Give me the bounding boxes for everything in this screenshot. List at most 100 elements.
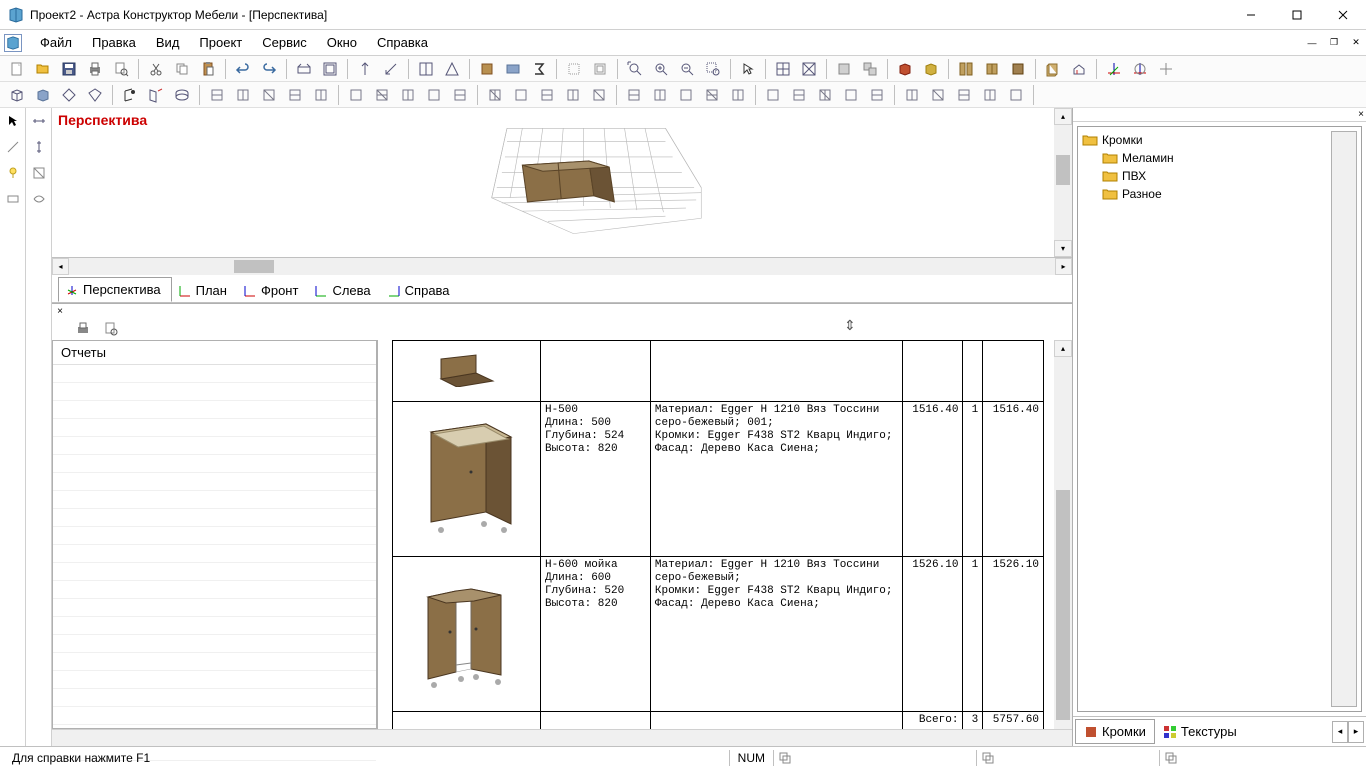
maximize-button[interactable]: [1274, 0, 1320, 30]
tool2-27[interactable]: [952, 84, 976, 106]
tab-plan[interactable]: План: [172, 279, 237, 302]
panel-close-button[interactable]: ×: [54, 306, 66, 317]
mdi-restore-button[interactable]: ❐: [1324, 34, 1344, 52]
tool-h1[interactable]: [954, 58, 978, 80]
scroll-up-button[interactable]: ▴: [1054, 108, 1072, 125]
menu-service[interactable]: Сервис: [252, 35, 317, 50]
tool2-10[interactable]: [483, 84, 507, 106]
tool-f2[interactable]: [797, 58, 821, 80]
close-button[interactable]: [1320, 0, 1366, 30]
tool-box1[interactable]: [893, 58, 917, 80]
scroll-right-button[interactable]: ▸: [1055, 258, 1072, 275]
tool-a2[interactable]: [318, 58, 342, 80]
tool-c1[interactable]: [414, 58, 438, 80]
edge-tool-button[interactable]: [170, 84, 194, 106]
tool-g1[interactable]: [832, 58, 856, 80]
tree-root[interactable]: Кромки: [1082, 131, 1327, 149]
print-button[interactable]: [83, 58, 107, 80]
tool2-17[interactable]: [674, 84, 698, 106]
right-panel-close[interactable]: ×: [1358, 109, 1364, 120]
minimize-button[interactable]: [1228, 0, 1274, 30]
tool-e2[interactable]: [588, 58, 612, 80]
preview-button[interactable]: [109, 58, 133, 80]
tool2-28[interactable]: [978, 84, 1002, 106]
copy-button[interactable]: [170, 58, 194, 80]
tool2-16[interactable]: [648, 84, 672, 106]
tool-axis3[interactable]: [1154, 58, 1178, 80]
scroll-left-button[interactable]: ◂: [52, 258, 69, 275]
system-menu-icon[interactable]: [4, 34, 22, 52]
top-view-button[interactable]: [31, 84, 55, 106]
tool-d1[interactable]: [475, 58, 499, 80]
report-preview-button[interactable]: [101, 320, 121, 338]
vtool-1[interactable]: [28, 110, 50, 132]
tool-axis1[interactable]: [1102, 58, 1126, 80]
tool2-7[interactable]: [396, 84, 420, 106]
menu-window[interactable]: Окно: [317, 35, 367, 50]
rp-nav-prev[interactable]: ◂: [1332, 721, 1348, 743]
tab-perspective[interactable]: Перспектива: [58, 277, 172, 302]
zoom-in-button[interactable]: [649, 58, 673, 80]
tool-h2[interactable]: [980, 58, 1004, 80]
report-scroll-up[interactable]: ▴: [1054, 340, 1072, 357]
tool2-3[interactable]: [283, 84, 307, 106]
tool2-23[interactable]: [839, 84, 863, 106]
iso-view-button[interactable]: [5, 84, 29, 106]
menu-view[interactable]: Вид: [146, 35, 190, 50]
paste-button[interactable]: [196, 58, 220, 80]
select-tool[interactable]: [736, 58, 760, 80]
rptab-textures[interactable]: Текстуры: [1155, 720, 1245, 743]
tool2-12[interactable]: [535, 84, 559, 106]
side-view-button[interactable]: [83, 84, 107, 106]
tool2-2[interactable]: [257, 84, 281, 106]
rptab-edges[interactable]: Кромки: [1075, 719, 1155, 744]
tool-d2[interactable]: [501, 58, 525, 80]
vtool-2[interactable]: [28, 136, 50, 158]
cursor-tool[interactable]: [2, 110, 24, 132]
tool-box2[interactable]: [919, 58, 943, 80]
tool2-1[interactable]: [231, 84, 255, 106]
tool2-4[interactable]: [309, 84, 333, 106]
vtool-3[interactable]: [28, 162, 50, 184]
tool2-22[interactable]: [813, 84, 837, 106]
tab-right[interactable]: Справа: [381, 279, 460, 302]
undo-button[interactable]: [231, 58, 255, 80]
tree-item-other[interactable]: Разное: [1102, 185, 1327, 203]
tool2-20[interactable]: [761, 84, 785, 106]
scroll-down-button[interactable]: ▾: [1054, 240, 1072, 257]
zoom-window-button[interactable]: [701, 58, 725, 80]
tool2-21[interactable]: [787, 84, 811, 106]
tool2-29[interactable]: [1004, 84, 1028, 106]
tool2-15[interactable]: [622, 84, 646, 106]
save-button[interactable]: [57, 58, 81, 80]
menu-edit[interactable]: Правка: [82, 35, 146, 50]
tool2-18[interactable]: [700, 84, 724, 106]
wire-mode-button[interactable]: [144, 84, 168, 106]
tool2-25[interactable]: [900, 84, 924, 106]
tab-left[interactable]: Слева: [308, 279, 380, 302]
tool-b1[interactable]: [353, 58, 377, 80]
tool-a1[interactable]: [292, 58, 316, 80]
redo-button[interactable]: [257, 58, 281, 80]
tool2-9[interactable]: [448, 84, 472, 106]
tool2-0[interactable]: [205, 84, 229, 106]
tool2-11[interactable]: [509, 84, 533, 106]
cut-button[interactable]: [144, 58, 168, 80]
tree-item-melamine[interactable]: Меламин: [1102, 149, 1327, 167]
report-scrollbar-y[interactable]: ▴: [1054, 340, 1072, 729]
tool2-13[interactable]: [561, 84, 585, 106]
tool2-5[interactable]: [344, 84, 368, 106]
tool-i1[interactable]: [1041, 58, 1065, 80]
report-scrollbar-x[interactable]: [52, 729, 1072, 746]
tool2-6[interactable]: [370, 84, 394, 106]
rp-nav-next[interactable]: ▸: [1348, 721, 1364, 743]
front-view-button[interactable]: [57, 84, 81, 106]
edge-tree[interactable]: Кромки Меламин ПВХ Разное: [1082, 131, 1327, 707]
tab-front[interactable]: Фронт: [237, 279, 308, 302]
viewport-scrollbar-y[interactable]: ▴ ▾: [1054, 108, 1072, 257]
new-button[interactable]: [5, 58, 29, 80]
tool2-24[interactable]: [865, 84, 889, 106]
menu-file[interactable]: Файл: [30, 35, 82, 50]
tool-axis2[interactable]: [1128, 58, 1152, 80]
reports-tree[interactable]: Отчеты document.write(Array.from({length…: [52, 340, 378, 729]
